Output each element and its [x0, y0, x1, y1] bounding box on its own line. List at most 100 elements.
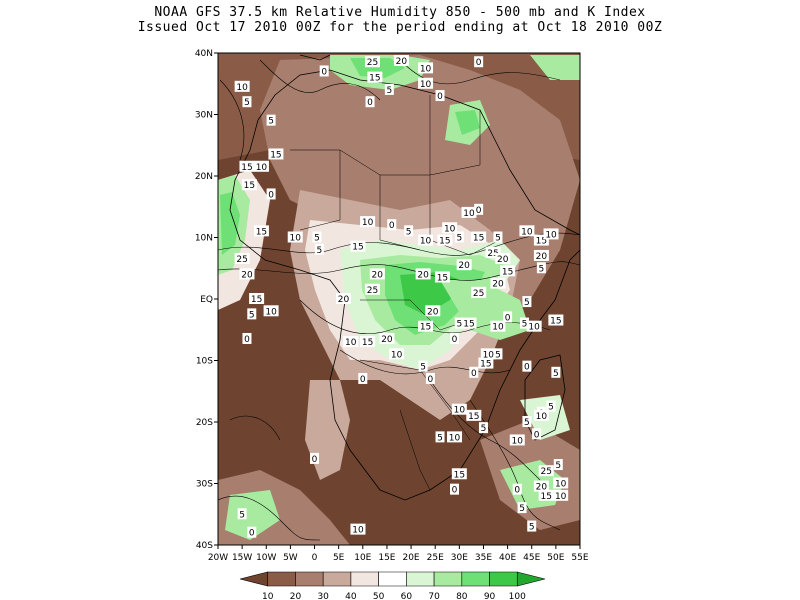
lat-tick-label: EQ	[200, 295, 213, 305]
title-line-1: NOAA GFS 37.5 km Relative Humidity 850 -…	[154, 5, 646, 20]
k-index-label: 10	[256, 163, 268, 173]
k-index-label-bg	[249, 293, 265, 304]
lon-tick-label: 5W	[283, 553, 298, 563]
k-index-label: 25	[367, 58, 378, 68]
k-index-label-bg	[474, 203, 484, 215]
k-index-label-bg	[247, 308, 257, 320]
lon-tick-label: 30E	[451, 553, 468, 563]
k-index-label-bg	[247, 526, 257, 538]
k-index-label-bg	[364, 283, 380, 295]
k-index-label-bg	[343, 336, 359, 348]
k-index-label: 20	[417, 270, 429, 280]
k-index-label-bg	[415, 268, 431, 280]
lat-tick-label: 10S	[196, 357, 213, 367]
k-index-label: 10	[391, 350, 403, 360]
k-index-label-bg	[495, 253, 511, 265]
k-index-label-bg	[509, 434, 525, 446]
k-index-label: 5	[539, 264, 545, 274]
k-index-label-bg	[522, 416, 532, 427]
k-index-label-bg	[478, 357, 494, 369]
colorbar-swatch	[295, 571, 324, 587]
k-index-label-bg	[551, 366, 561, 378]
k-index-label-bg	[310, 452, 320, 464]
k-index-label-bg	[418, 360, 428, 372]
k-index-label-bg	[418, 77, 434, 89]
border-4	[429, 175, 501, 256]
lon-tick-label: 10E	[354, 553, 371, 563]
k-index-label: 15	[463, 320, 474, 330]
k-index-label: 20	[497, 255, 509, 265]
k-index-label-bg	[364, 56, 380, 68]
k-index-label-bg	[517, 502, 527, 514]
k-index-label: 10	[420, 237, 432, 247]
k-index-label: 5	[456, 320, 462, 330]
k-index-label-bg	[237, 508, 247, 520]
rh-mediterranean-wet-region	[350, 58, 405, 78]
k-index-label-bg	[532, 428, 542, 440]
k-index-label: 0	[471, 369, 477, 379]
k-index-label: 0	[514, 486, 520, 496]
k-index-label: 0	[505, 313, 511, 323]
lon-tick-label: 55E	[571, 553, 588, 563]
k-index-label: 15	[241, 163, 252, 173]
colorbar-label: 70	[428, 592, 440, 600]
k-index-label: 5	[495, 350, 501, 360]
k-index-label: 20	[372, 270, 384, 280]
k-index-label-bg	[553, 459, 563, 471]
k-index-label-bg	[480, 348, 496, 360]
k-index-label-bg	[425, 372, 435, 384]
k-index-label: 5	[529, 523, 535, 533]
k-index-label-bg	[471, 231, 487, 243]
k-index-label: 5	[249, 310, 255, 320]
k-index-label: 5	[406, 227, 412, 237]
k-index-label: 20	[338, 295, 350, 305]
k-index-label: 10	[454, 406, 466, 416]
k-index-label: 10	[528, 323, 540, 333]
colorbar-label: 30	[317, 592, 329, 600]
rh-southwest-moist-region	[225, 490, 280, 540]
colorbar-swatch	[406, 571, 435, 587]
lon-tick-label: 35E	[475, 553, 492, 563]
k-index-label: 5	[522, 320, 528, 330]
lon-tick-label: 15W	[232, 553, 252, 563]
k-index-label-bg	[451, 403, 467, 415]
k-index-label-bg	[360, 336, 376, 348]
colorbar-swatch	[322, 571, 352, 587]
k-index-label: 5	[316, 246, 322, 256]
k-index-label-bg	[234, 253, 250, 265]
k-index-label: 15	[251, 295, 262, 305]
k-index-label: 5	[524, 418, 530, 428]
k-index-label: 0	[321, 67, 327, 77]
k-index-label-bg	[450, 332, 460, 344]
k-index-label: 15	[540, 492, 551, 502]
k-index-label-bg	[358, 372, 368, 384]
k-index-label: 0	[452, 335, 458, 345]
k-index-label: 5	[555, 461, 561, 471]
rh-west-africa-wet-region	[220, 192, 240, 255]
k-index-label: 0	[437, 92, 443, 102]
k-index-label: 10	[492, 323, 504, 333]
lat-tick-label: 20S	[196, 418, 213, 428]
k-contour-10	[218, 495, 321, 541]
k-contour-1	[218, 232, 580, 256]
k-index-label: 0	[389, 221, 395, 231]
lat-tick-label: 30N	[195, 111, 213, 121]
k-index-label-bg	[335, 293, 351, 304]
k-index-label: 0	[312, 455, 318, 465]
k-index-label: 15	[256, 227, 267, 237]
k-index-label-bg	[360, 216, 376, 228]
k-index-label-bg	[239, 160, 255, 172]
k-index-label: 5	[548, 403, 554, 413]
k-index-label-bg	[512, 483, 522, 495]
k-index-label: 10	[444, 224, 456, 234]
k-index-label-bg	[548, 314, 564, 326]
k-index-label-bg	[234, 80, 250, 92]
k-index-label: 15	[369, 74, 380, 84]
k-index-label: 10	[536, 412, 548, 422]
k-index-label-bg	[493, 348, 503, 360]
k-index-label: 0	[476, 58, 482, 68]
k-index-label-bg	[387, 219, 397, 231]
k-index-label: 20	[381, 335, 393, 345]
k-index-label-bg	[365, 96, 375, 108]
rh-levant-wet-region	[455, 110, 480, 135]
